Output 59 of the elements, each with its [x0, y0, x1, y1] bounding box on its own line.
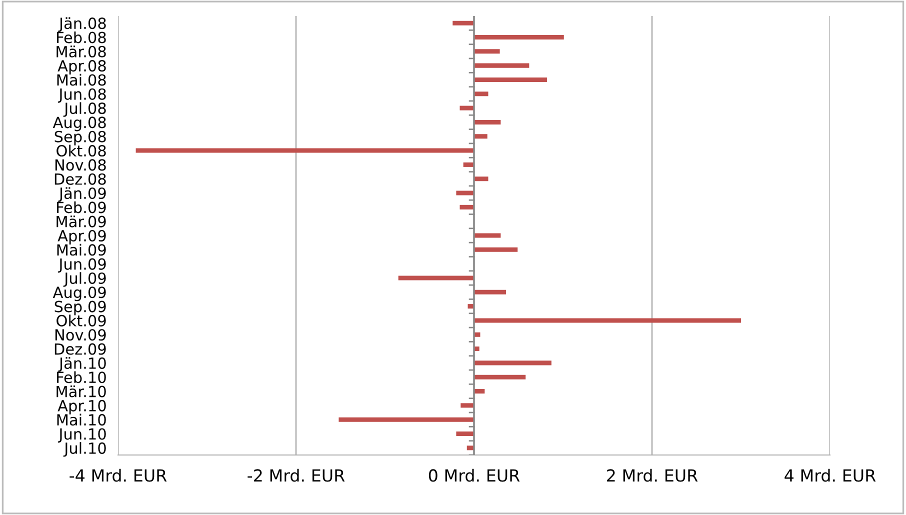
- bar: [460, 106, 474, 110]
- y-tick-label: Apr.09: [58, 230, 106, 244]
- y-tick-label: Apr.08: [58, 60, 106, 75]
- y-tick-label: Feb.09: [57, 201, 106, 214]
- bar: [460, 403, 474, 408]
- y-tick-label: Jun.09: [58, 258, 106, 273]
- y-tick-label: Jul.10: [63, 442, 106, 457]
- y-tick-label: Jul.08: [63, 102, 106, 117]
- y-tick-label: Feb.08: [57, 31, 106, 44]
- y-tick-label: Jän.10: [58, 357, 106, 372]
- y-tick-label: Jän.08: [58, 17, 106, 32]
- y-tick-label: Sep.09: [54, 300, 106, 316]
- bar: [338, 417, 474, 422]
- y-tick-label: Mär.10: [56, 386, 106, 398]
- y-tick-label: Sep.08: [54, 130, 106, 146]
- y-tick-label: Okt.08: [56, 144, 106, 157]
- y-tick-label: Jun.08: [58, 88, 106, 103]
- y-tick-label: Jul.09: [63, 272, 106, 287]
- bar: [474, 63, 530, 68]
- x-tick-label: 0 Mrd. EUR: [428, 468, 520, 482]
- bar: [452, 20, 474, 26]
- y-tick-label: Mär.08: [56, 46, 106, 58]
- bar: [474, 318, 741, 323]
- x-tick-label: -2 Mrd. EUR: [248, 468, 345, 482]
- bar: [474, 233, 501, 238]
- y-tick-label: Jän.09: [58, 187, 106, 202]
- y-tick-label: Jun.10: [58, 428, 106, 443]
- bar: [474, 374, 526, 380]
- bar: [460, 204, 474, 210]
- x-tick-label: 2 Mrd. EUR: [607, 468, 698, 482]
- bar: [474, 77, 547, 82]
- y-tick-label: Apr.10: [58, 400, 106, 414]
- bar: [136, 148, 474, 153]
- y-tick-label: Mär.09: [56, 216, 106, 228]
- bar: [398, 276, 474, 280]
- bar: [474, 134, 488, 139]
- bar: [474, 290, 506, 294]
- bar: [474, 176, 488, 182]
- y-tick-label: Aug.09: [52, 286, 106, 302]
- x-tick-label: -4 Mrd. EUR: [70, 468, 167, 482]
- bar: [456, 431, 474, 436]
- bar: [474, 34, 564, 40]
- bar: [474, 92, 488, 96]
- y-tick-label: Dez.09: [54, 343, 106, 355]
- y-tick-label: Feb.10: [57, 371, 106, 384]
- x-tick-label: 4 Mrd. EUR: [784, 468, 876, 482]
- y-tick-label: Mai.08: [57, 74, 106, 86]
- y-tick-label: Nov.09: [55, 329, 106, 341]
- y-tick-label: Aug.08: [52, 116, 106, 132]
- bar: [474, 360, 552, 366]
- bar: [474, 247, 518, 252]
- bar: [474, 120, 501, 124]
- y-tick-label: Mai.09: [57, 244, 106, 256]
- bar: [456, 190, 474, 196]
- y-tick-label: Nov.08: [55, 159, 106, 171]
- y-tick-label: Okt.09: [56, 314, 106, 326]
- y-tick-label: Dez.08: [54, 173, 106, 185]
- y-tick-label: Mai.10: [57, 414, 106, 426]
- bar: [474, 49, 500, 54]
